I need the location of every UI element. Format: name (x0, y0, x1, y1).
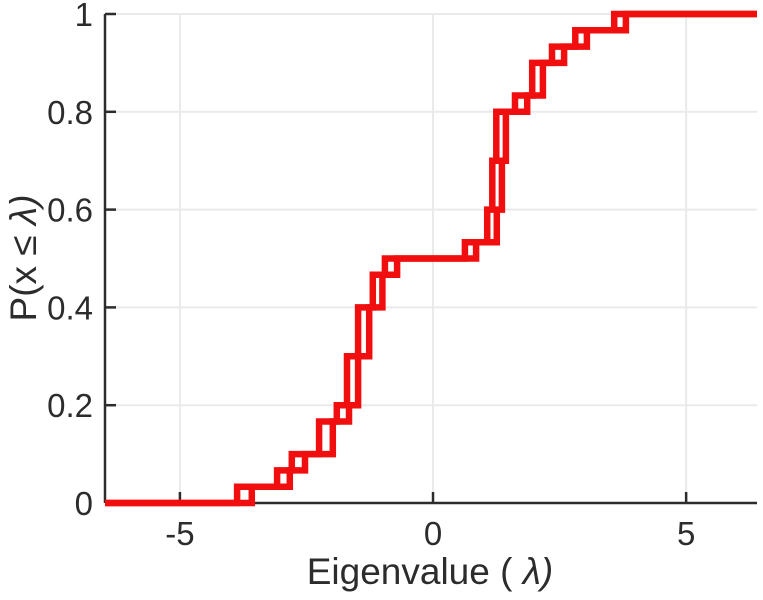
x-axis-label: Eigenvalue ( λ) (307, 551, 554, 592)
y-axis-label: P(x ≤ λ) (3, 195, 44, 322)
gridlines (105, 13, 757, 503)
y-tick-label: 0 (75, 485, 93, 522)
ecdf-curve-2 (105, 10, 757, 507)
y-tick-label: 0.6 (47, 192, 93, 229)
y-tick-label: 0.4 (47, 289, 93, 326)
x-tick-label: -5 (165, 515, 194, 552)
y-tick-label: 0.8 (47, 94, 93, 131)
y-tick-label: 0.2 (47, 387, 93, 424)
x-tick-label: 0 (424, 515, 442, 552)
x-tick-label: 5 (677, 515, 695, 552)
ecdf-curves (105, 10, 757, 507)
y-tick-label: 1 (75, 0, 93, 33)
tick-labels: -5 0 5 0 0.2 0.4 0.6 0.8 1 (47, 0, 695, 552)
